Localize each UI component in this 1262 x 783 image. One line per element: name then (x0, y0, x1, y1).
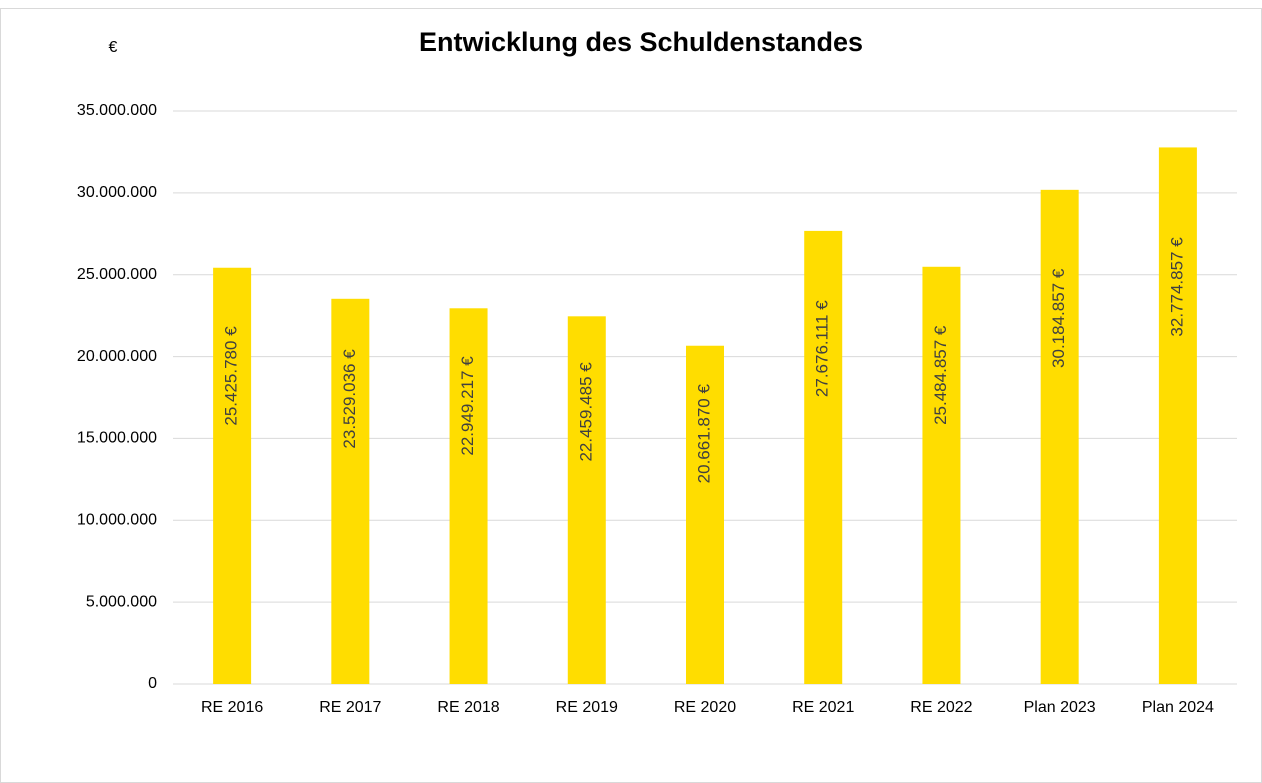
x-tick-label: RE 2022 (910, 699, 972, 716)
bar (804, 230, 843, 684)
y-tick-label: 0 (148, 675, 157, 692)
bar (1040, 189, 1079, 685)
y-tick-label: 15.000.000 (77, 430, 157, 447)
value-label: 25.484.857 € (931, 325, 950, 425)
bar (686, 345, 724, 684)
y-tick-label: 5.000.000 (86, 593, 157, 610)
x-tick-label: Plan 2024 (1142, 699, 1214, 716)
bar (567, 316, 606, 684)
value-label: 30.184.857 € (1049, 268, 1068, 368)
y-tick-label: 30.000.000 (77, 184, 157, 201)
y-tick-label: 35.000.000 (77, 102, 157, 119)
bar (1158, 147, 1197, 684)
y-tick-label: 10.000.000 (77, 512, 157, 529)
value-label: 22.459.485 € (576, 362, 595, 462)
x-tick-label: RE 2021 (792, 699, 854, 716)
bar (922, 266, 961, 684)
x-tick-label: RE 2020 (674, 699, 736, 716)
value-label: 25.425.780 € (222, 326, 241, 426)
bar (213, 267, 252, 684)
value-label: 27.676.111 € (813, 300, 832, 397)
y-tick-label: 20.000.000 (77, 348, 157, 365)
chart-title: Entwicklung des Schuldenstandes (419, 27, 863, 57)
bar (331, 298, 370, 684)
x-tick-label: RE 2016 (201, 699, 263, 716)
x-tick-label: Plan 2023 (1024, 699, 1096, 716)
value-label: 20.661.870 € (694, 384, 713, 484)
bar (449, 308, 488, 684)
x-tick-label: RE 2019 (556, 699, 618, 716)
x-tick-label: RE 2018 (437, 699, 499, 716)
x-tick-label: RE 2017 (319, 699, 381, 716)
value-label: 22.949.217 € (458, 356, 477, 456)
value-label: 23.529.036 € (340, 349, 359, 449)
value-label: 32.774.857 € (1167, 237, 1186, 337)
y-tick-label: 25.000.000 (77, 266, 157, 283)
y-axis-label: € (109, 39, 118, 56)
